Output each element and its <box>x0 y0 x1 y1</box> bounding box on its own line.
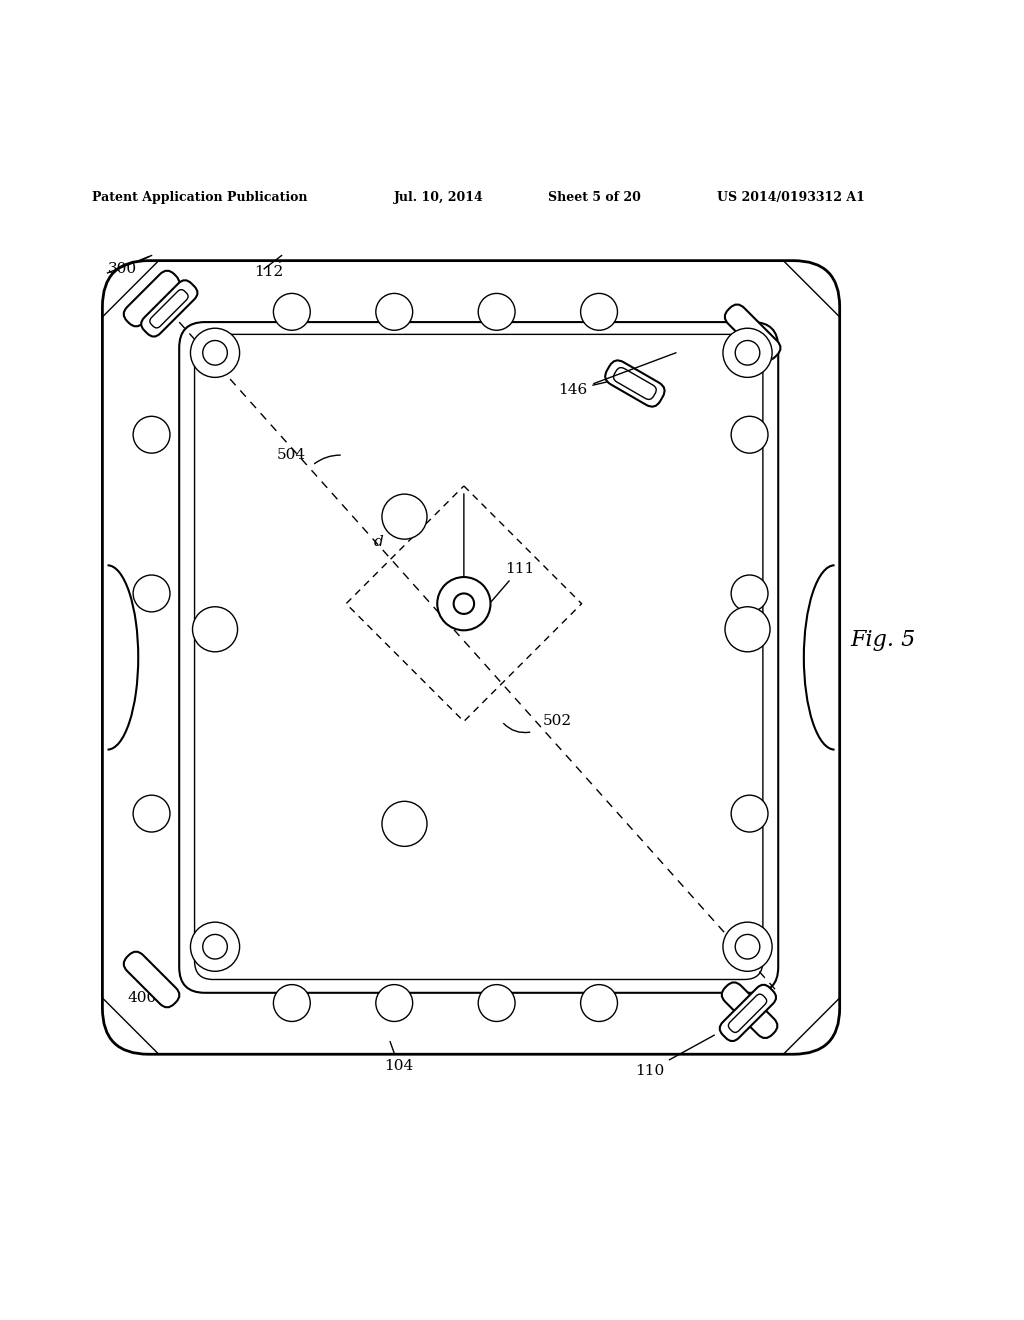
Circle shape <box>273 985 310 1022</box>
Circle shape <box>133 416 170 453</box>
Circle shape <box>581 985 617 1022</box>
FancyBboxPatch shape <box>124 952 179 1007</box>
Circle shape <box>376 293 413 330</box>
Text: Sheet 5 of 20: Sheet 5 of 20 <box>548 191 641 205</box>
Text: 400: 400 <box>128 991 158 1005</box>
FancyBboxPatch shape <box>722 982 777 1038</box>
Text: Jul. 10, 2014: Jul. 10, 2014 <box>394 191 484 205</box>
Circle shape <box>725 607 770 652</box>
Text: US 2014/0193312 A1: US 2014/0193312 A1 <box>717 191 864 205</box>
Circle shape <box>193 607 238 652</box>
Text: 111: 111 <box>492 562 535 602</box>
Circle shape <box>454 594 474 614</box>
Circle shape <box>382 494 427 539</box>
Circle shape <box>581 293 617 330</box>
Circle shape <box>478 985 515 1022</box>
FancyBboxPatch shape <box>605 360 665 407</box>
Text: 300: 300 <box>108 256 150 276</box>
FancyBboxPatch shape <box>725 305 780 360</box>
Text: Fig. 5: Fig. 5 <box>850 628 915 651</box>
Circle shape <box>190 923 240 972</box>
Circle shape <box>203 935 227 960</box>
Circle shape <box>723 329 772 378</box>
Text: 110: 110 <box>635 1035 715 1077</box>
Text: Patent Application Publication: Patent Application Publication <box>92 191 307 205</box>
FancyBboxPatch shape <box>179 322 778 993</box>
FancyBboxPatch shape <box>102 260 840 1055</box>
Circle shape <box>735 341 760 366</box>
Text: 104: 104 <box>384 1041 414 1073</box>
Circle shape <box>478 293 515 330</box>
Circle shape <box>133 576 170 612</box>
Circle shape <box>382 801 427 846</box>
Circle shape <box>190 329 240 378</box>
Text: d: d <box>374 535 384 549</box>
FancyBboxPatch shape <box>141 280 198 337</box>
Circle shape <box>731 795 768 832</box>
Text: 504: 504 <box>276 449 305 462</box>
FancyBboxPatch shape <box>720 985 776 1041</box>
Circle shape <box>273 293 310 330</box>
Circle shape <box>437 577 490 631</box>
Circle shape <box>731 416 768 453</box>
Circle shape <box>203 341 227 366</box>
Text: 502: 502 <box>543 714 571 729</box>
Circle shape <box>723 923 772 972</box>
Circle shape <box>731 576 768 612</box>
Text: 146: 146 <box>558 374 642 397</box>
FancyBboxPatch shape <box>124 271 179 326</box>
Text: 112: 112 <box>254 260 284 279</box>
Circle shape <box>133 795 170 832</box>
Circle shape <box>376 985 413 1022</box>
Circle shape <box>735 935 760 960</box>
